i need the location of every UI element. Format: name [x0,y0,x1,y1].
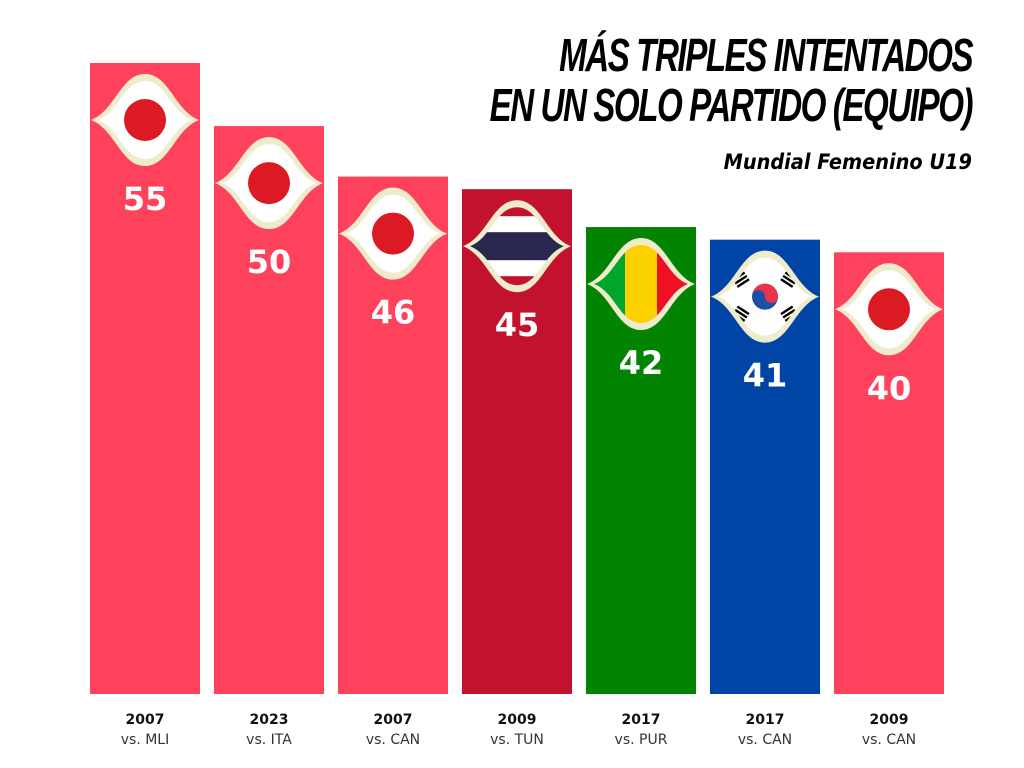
bar-group: 42 2017 vs. PUR [586,227,696,748]
value-label: 45 [495,306,540,344]
category-opponent-label: vs. CAN [366,732,420,748]
chart-subtitle: Mundial Femenino U19 [723,150,972,174]
value-label: 55 [123,180,168,218]
bar-group: 55 2007 vs. MLI [90,63,200,748]
category-year-label: 2009 [870,712,909,728]
category-year-label: 2007 [126,712,165,728]
sun-disc [124,99,166,141]
category-year-label: 2009 [498,712,537,728]
bar-group: 50 2023 vs. ITA [214,126,324,748]
chart-title-line-1: MÁS TRIPLES INTENTADOS [559,29,973,81]
category-opponent-label: vs. ITA [246,732,292,748]
value-label: 46 [371,294,416,332]
bar-group: 45 2009 vs. TUN [462,189,572,748]
bar [90,63,200,694]
bar-group: 40 2009 vs. CAN [834,252,944,748]
category-year-label: 2017 [746,712,785,728]
category-opponent-label: vs. PUR [615,732,668,748]
category-opponent-label: vs. MLI [121,732,170,748]
category-opponent-label: vs. TUN [490,732,544,748]
value-label: 50 [247,243,292,281]
sun-disc [372,212,414,255]
chart-title: MÁS TRIPLES INTENTADOS EN UN SOLO PARTID… [489,29,974,131]
category-year-label: 2017 [622,712,661,728]
sun-disc [868,288,910,331]
value-label: 41 [743,357,788,395]
category-year-label: 2007 [374,712,413,728]
value-label: 40 [867,369,912,407]
bar-group: 41 2017 vs. CAN [710,239,820,748]
value-label: 42 [619,344,664,382]
bar-group: 46 2007 vs. CAN [338,176,448,748]
category-opponent-label: vs. CAN [862,732,916,748]
chart-title-line-2: EN UN SOLO PARTIDO (EQUIPO) [489,79,974,131]
category-year-label: 2023 [250,712,289,728]
category-opponent-label: vs. CAN [738,732,792,748]
sun-disc [248,162,290,205]
